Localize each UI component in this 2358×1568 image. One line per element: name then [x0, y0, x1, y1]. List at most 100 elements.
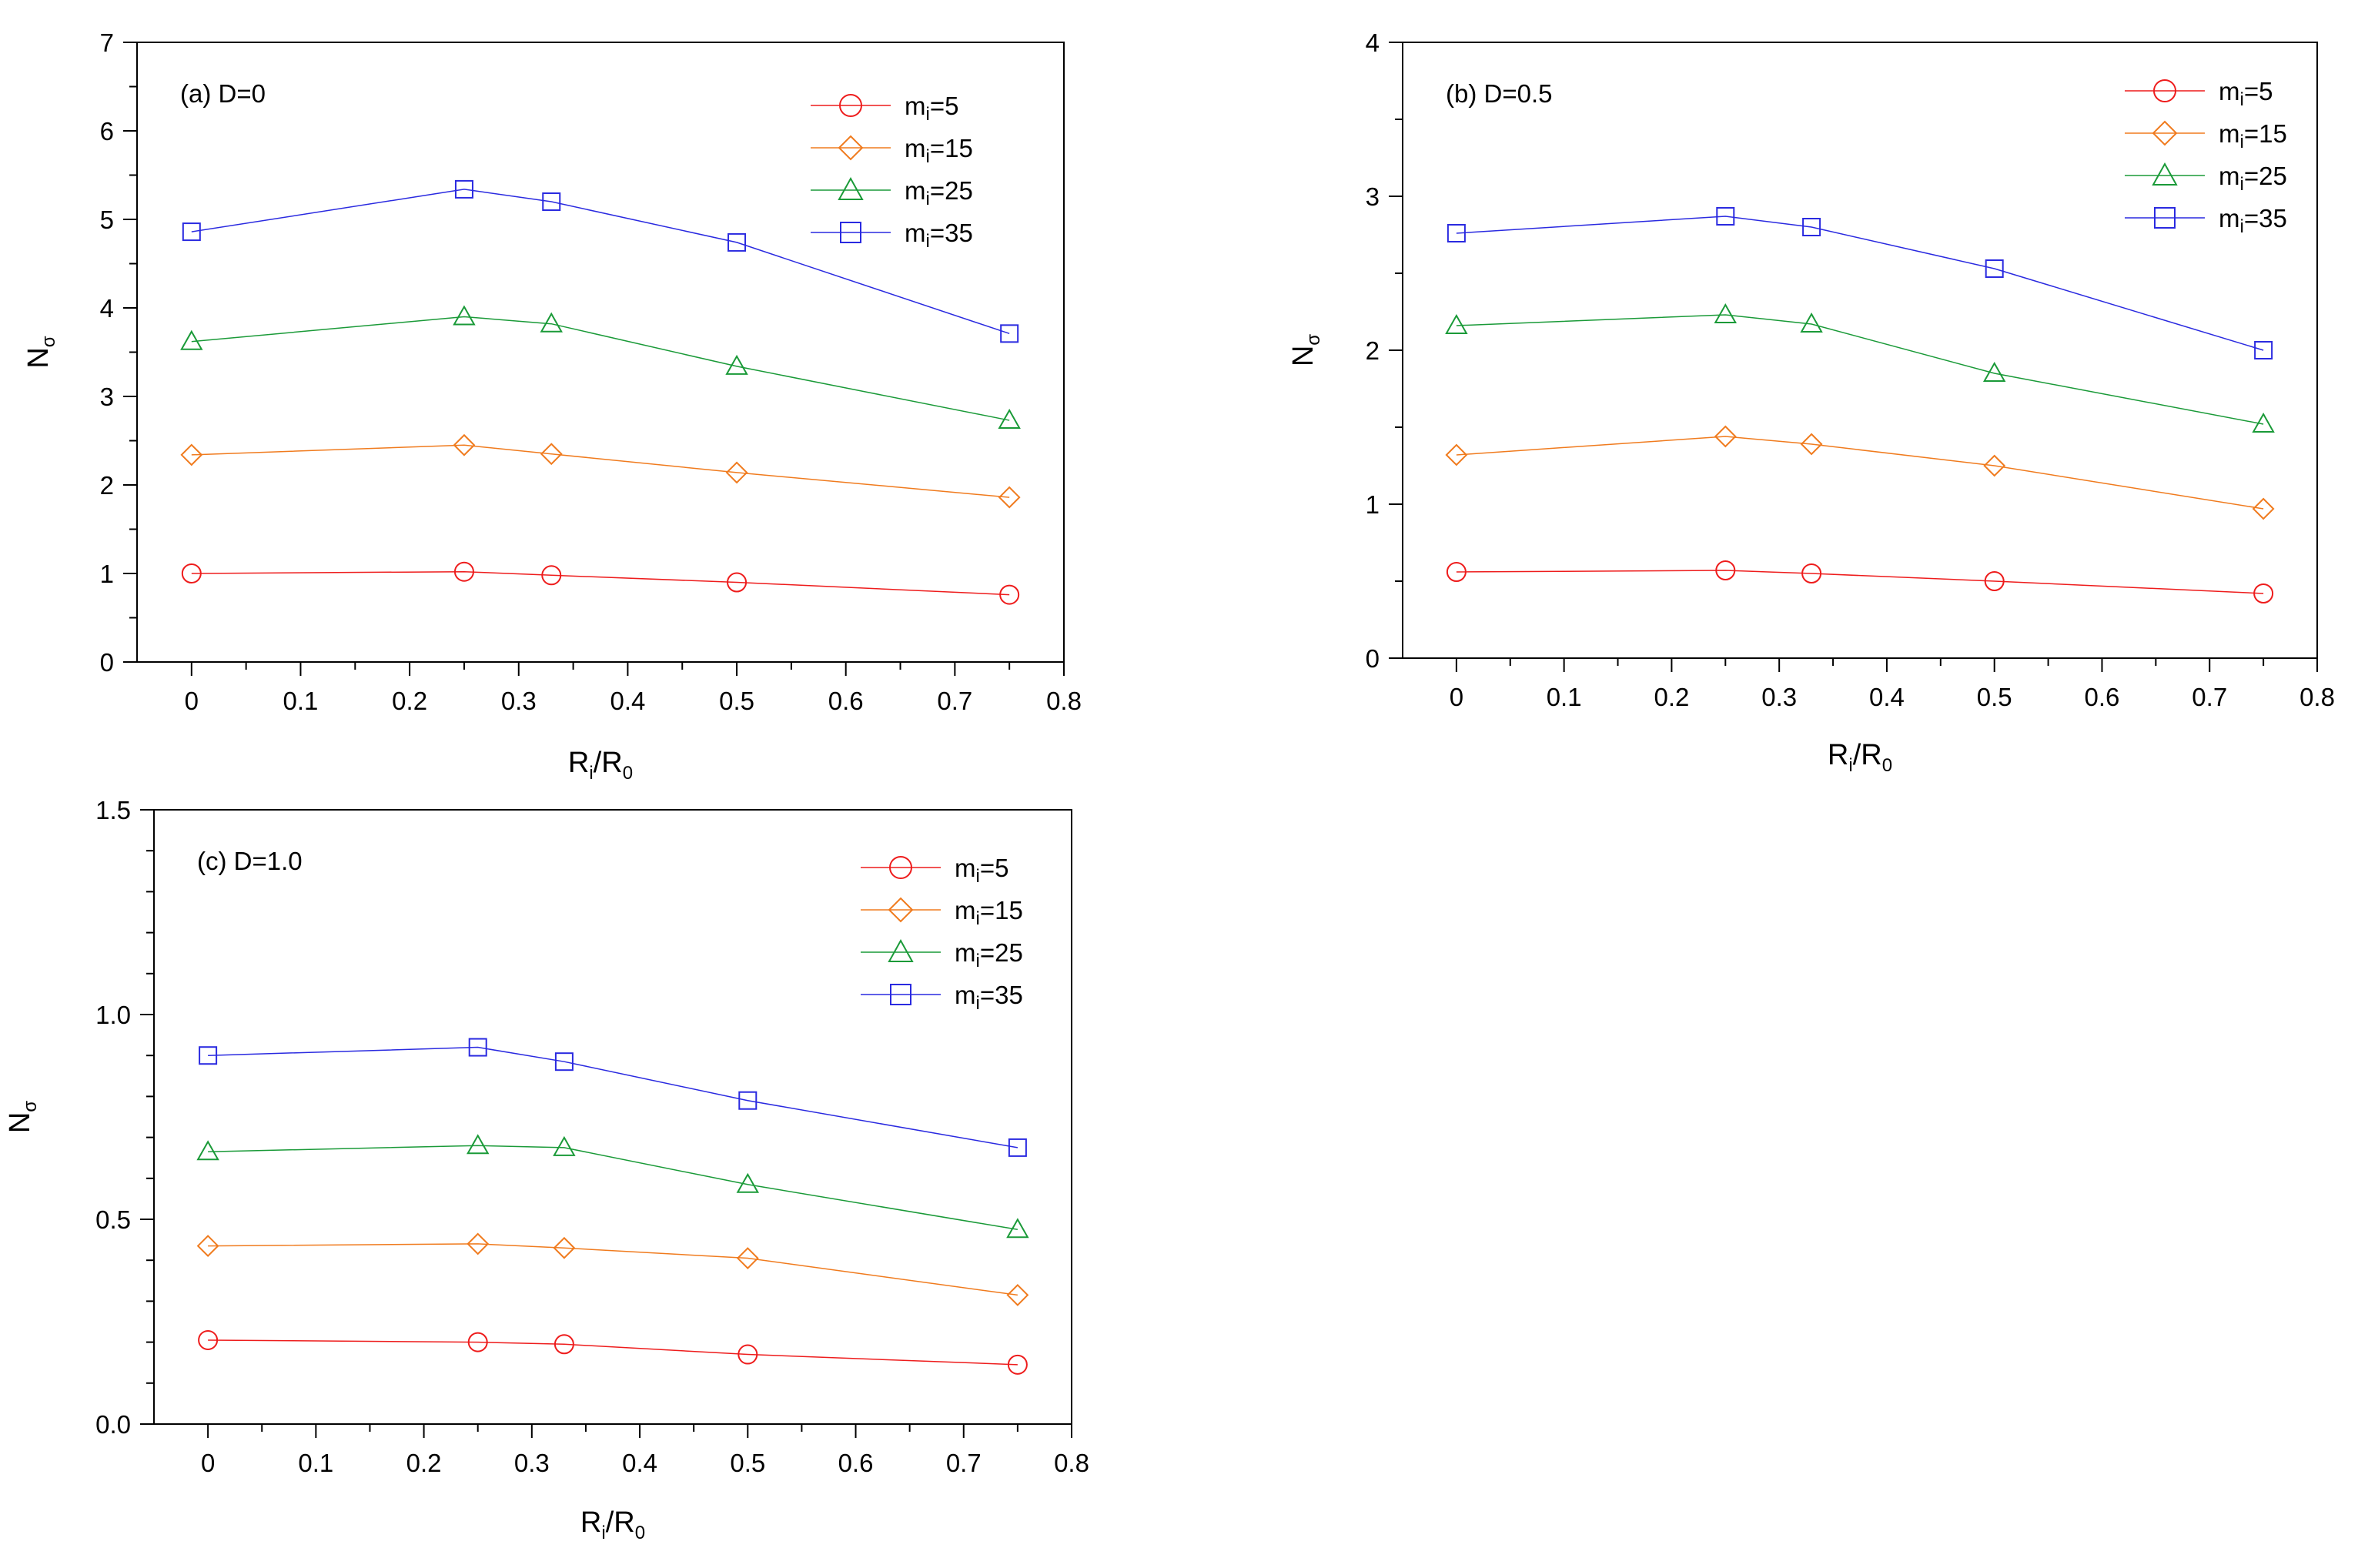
data-point-square	[542, 192, 561, 211]
legend-marker-square	[2154, 207, 2176, 229]
legend-label: mi=35	[955, 981, 1023, 1014]
x-tick-label: 0.4	[610, 687, 645, 715]
chart-panel-a: 0 1 2 3 4 5 6 7 0 0.1 0.2 0.3 0.4 0.5 0.6 0.7 0.8 Ri/R0 Nσ…	[22, 28, 1082, 784]
legend-entry: mi=15	[2125, 119, 2287, 152]
data-point-square	[468, 1038, 487, 1057]
legend-marker-triangle	[2152, 162, 2178, 186]
x-tick-label: 0.3	[514, 1449, 550, 1477]
series-line	[191, 189, 1010, 335]
data-point-diamond	[736, 1247, 759, 1269]
data-point-diamond	[1006, 1284, 1029, 1306]
data-point-diamond	[725, 461, 748, 484]
data-point-circle	[738, 1344, 758, 1365]
data-point-diamond	[180, 443, 203, 466]
legend-label: mi=5	[955, 854, 1008, 887]
legend-entry: mi=25	[861, 938, 1023, 971]
y-tick-label: 6	[100, 117, 114, 145]
series-mi=5	[181, 561, 1020, 605]
x-tick-label: 0.5	[730, 1449, 765, 1477]
x-tick-label: 0.6	[2085, 683, 2120, 711]
x-tick-label: 0.5	[719, 687, 754, 715]
y-tick-label: 5	[100, 206, 114, 234]
x-tick-label: 0	[201, 1449, 215, 1477]
data-point-triangle	[453, 305, 476, 326]
panel-label: (b) D=0.5	[1446, 79, 1552, 108]
data-point-triangle	[736, 1172, 760, 1193]
legend-entry: mi=25	[2125, 162, 2287, 195]
x-tick-label: 0.2	[392, 687, 427, 715]
y-tick-label: 0	[1366, 644, 1380, 673]
data-point-square	[1447, 224, 1466, 242]
legend-entry: mi=5	[2125, 77, 2273, 110]
x-axis-title: Ri/R0	[568, 747, 633, 784]
data-point-diamond	[1445, 443, 1468, 466]
series-line	[191, 316, 1010, 421]
plot-frame	[1402, 42, 2318, 659]
data-point-square	[1985, 259, 2004, 278]
legend-marker-circle	[2153, 79, 2176, 102]
series-line	[208, 1145, 1018, 1231]
data-point-triangle	[553, 1135, 576, 1156]
legend-marker-diamond	[888, 897, 914, 923]
legend-entry: mi=35	[861, 981, 1023, 1014]
x-tick-label: 0.3	[501, 687, 537, 715]
data-point-diamond	[998, 486, 1021, 509]
series-line	[1456, 314, 2264, 425]
chart-panel-b: 0 1 2 3 4 0 0.1 0.2 0.3 0.4 0.5 0.6 0.7 0.8 Ri/R0 Nσ (b)…	[1287, 28, 2335, 776]
series-mi=25	[1445, 303, 2275, 433]
series-line	[208, 1046, 1018, 1148]
series-line	[1456, 436, 2264, 510]
data-point-diamond	[196, 1235, 219, 1257]
data-point-triangle	[196, 1140, 219, 1161]
series-mi=35	[182, 179, 1019, 343]
x-tick-label: 0.1	[298, 1449, 333, 1477]
panel-label: (c) D=1.0	[197, 847, 303, 875]
legend-entry: mi=35	[2125, 204, 2287, 237]
x-tick-label: 0.2	[1654, 683, 1689, 711]
legend-label: mi=5	[905, 92, 958, 125]
data-point-triangle	[180, 329, 203, 350]
y-tick-label: 2	[1366, 336, 1380, 365]
legend-label: mi=25	[905, 176, 973, 209]
legend-marker-square	[840, 222, 861, 243]
y-tick-label: 1.0	[95, 1001, 131, 1029]
data-point-circle	[1007, 1354, 1028, 1375]
series-line	[208, 1339, 1018, 1366]
series-line	[191, 444, 1010, 498]
data-point-square	[1008, 1138, 1027, 1157]
x-tick-label: 0.2	[406, 1449, 442, 1477]
y-tick-label: 1.5	[95, 796, 131, 824]
legend-label: mi=25	[2219, 162, 2287, 195]
series-line	[208, 1243, 1018, 1296]
legend-marker-circle	[839, 94, 862, 117]
x-tick-label: 0.1	[283, 687, 319, 715]
legend-marker-circle	[889, 856, 912, 879]
data-point-triangle	[1006, 1218, 1029, 1239]
x-tick-label: 0.8	[1054, 1449, 1089, 1477]
x-tick-label: 0.4	[622, 1449, 657, 1477]
data-point-square	[554, 1052, 574, 1072]
legend-marker-square	[890, 984, 911, 1005]
legend-label: mi=15	[905, 134, 973, 167]
x-tick-label: 0.3	[1761, 683, 1797, 711]
x-tick-label: 0.7	[2192, 683, 2227, 711]
x-tick-label: 0	[1450, 683, 1463, 711]
series-mi=5	[198, 1329, 1028, 1375]
data-point-triangle	[540, 312, 563, 333]
legend-label: mi=5	[2219, 77, 2273, 110]
series-mi=15	[196, 1232, 1029, 1306]
legend-label: mi=15	[2219, 119, 2287, 152]
legend-label: mi=35	[2219, 204, 2287, 237]
series-mi=25	[196, 1134, 1029, 1239]
data-point-triangle	[1982, 361, 2006, 382]
data-point-circle	[181, 563, 202, 583]
series-mi=25	[180, 305, 1021, 430]
y-axis-title: Nσ	[4, 1101, 41, 1133]
x-tick-label: 0.6	[838, 1449, 874, 1477]
data-point-square	[2254, 341, 2273, 359]
y-tick-label: 2	[100, 471, 114, 500]
x-tick-label: 0.8	[1046, 687, 1082, 715]
y-tick-label: 3	[1366, 182, 1380, 211]
data-point-triangle	[998, 409, 1021, 430]
